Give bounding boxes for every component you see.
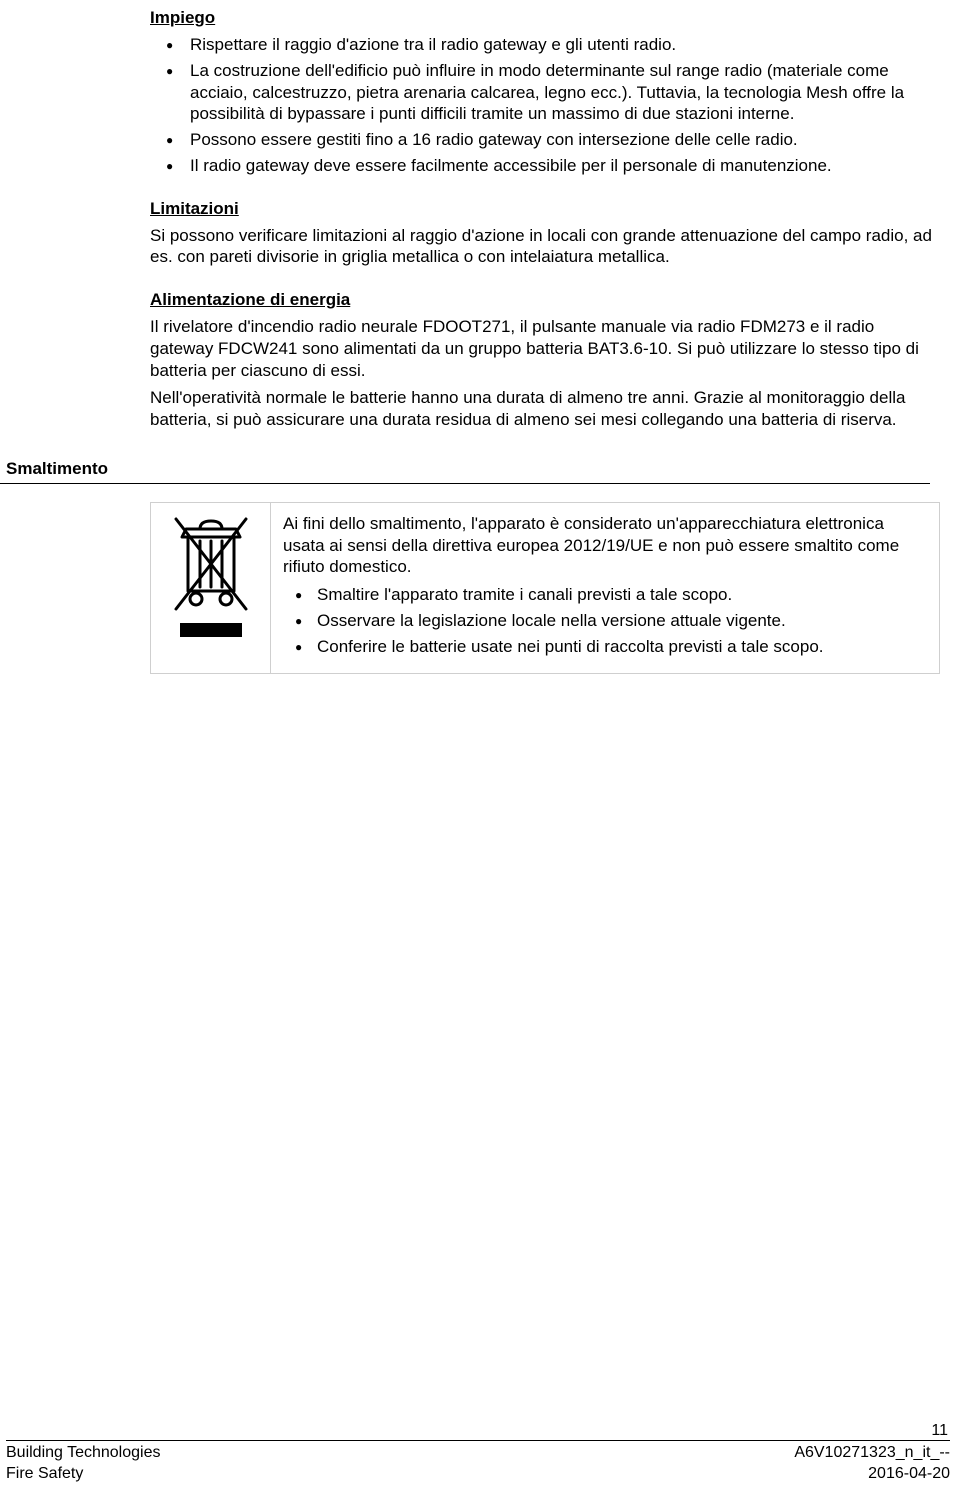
heading-alimentazione: Alimentazione di energia [150, 290, 940, 310]
list-item: La costruzione dell'edificio può influir… [150, 60, 940, 125]
footer-right-2: 2016-04-20 [868, 1464, 950, 1485]
heading-impiego: Impiego [150, 8, 940, 28]
footer-right-1: A6V10271323_n_it_-- [794, 1443, 950, 1464]
disposal-info-box: Ai fini dello smaltimento, l'apparato è … [150, 502, 940, 675]
document-page: Impiego Rispettare il raggio d'azione tr… [0, 0, 960, 1491]
limitazioni-body: Si possono verificare limitazioni al rag… [150, 225, 940, 269]
heading-smaltimento: Smaltimento [0, 459, 108, 478]
disposal-intro: Ai fini dello smaltimento, l'apparato è … [283, 513, 927, 578]
disposal-text-cell: Ai fini dello smaltimento, l'apparato è … [271, 503, 939, 674]
disposal-list: Smaltire l'apparato tramite i canali pre… [283, 584, 927, 657]
alimentazione-body-2: Nell'operatività normale le batterie han… [150, 387, 940, 431]
list-item: Il radio gateway deve essere facilmente … [150, 155, 940, 177]
list-item: Possono essere gestiti fino a 16 radio g… [150, 129, 940, 151]
page-footer: 11 Building Technologies A6V10271323_n_i… [0, 1422, 960, 1485]
footer-rule [6, 1440, 950, 1441]
weee-bin-icon [166, 630, 256, 647]
main-content-column: Impiego Rispettare il raggio d'azione tr… [150, 8, 940, 431]
impiego-list: Rispettare il raggio d'azione tra il rad… [150, 34, 940, 177]
alimentazione-body-1: Il rivelatore d'incendio radio neurale F… [150, 316, 940, 381]
heading-limitazioni: Limitazioni [150, 199, 940, 219]
footer-left-1: Building Technologies [6, 1443, 160, 1464]
disposal-icon-cell [151, 503, 271, 674]
list-item: Rispettare il raggio d'azione tra il rad… [150, 34, 940, 56]
page-number: 11 [6, 1422, 950, 1440]
smaltimento-heading-row: Smaltimento [0, 459, 930, 484]
list-item: Osservare la legislazione locale nella v… [283, 610, 927, 632]
footer-left-2: Fire Safety [6, 1464, 83, 1485]
list-item: Conferire le batterie usate nei punti di… [283, 636, 927, 658]
list-item: Smaltire l'apparato tramite i canali pre… [283, 584, 927, 606]
